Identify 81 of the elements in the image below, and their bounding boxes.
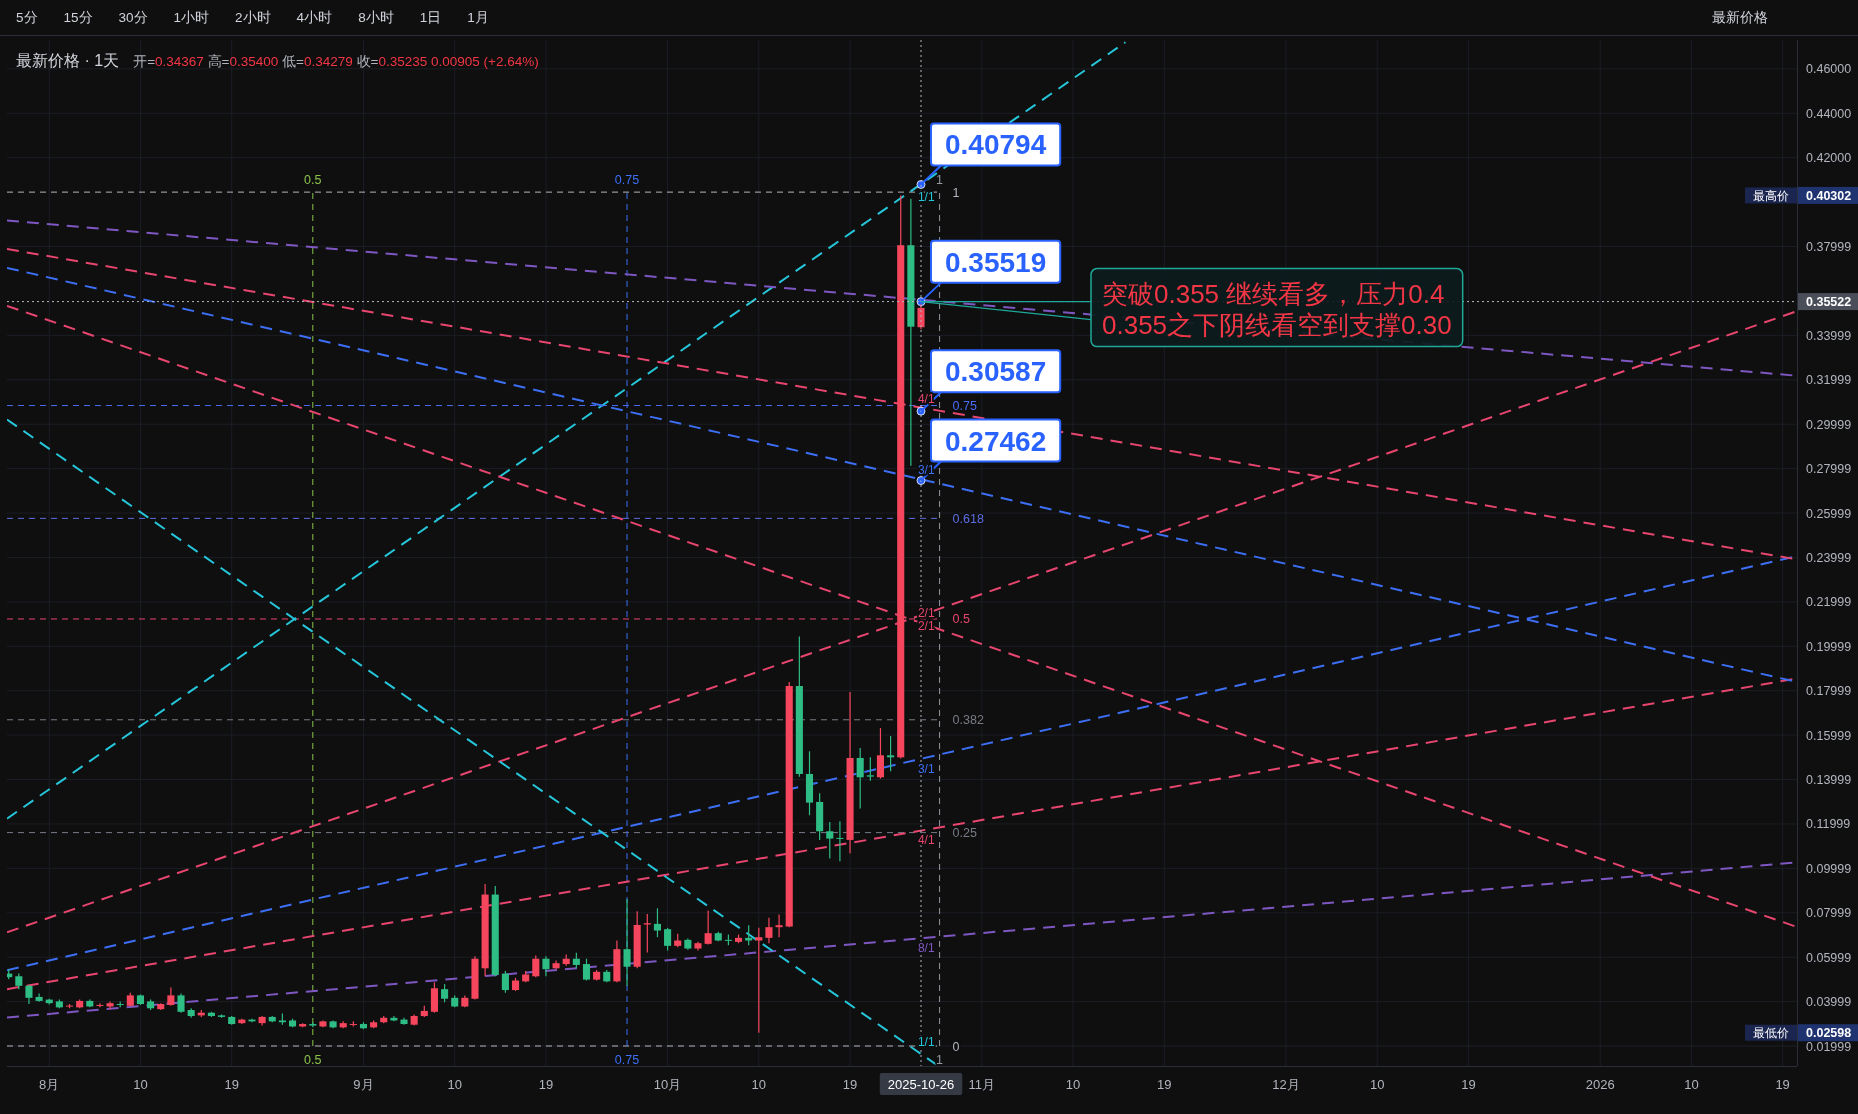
text: 1日	[419, 10, 442, 25]
series-label: 1/1	[917, 1035, 935, 1050]
series-label: 4/1	[917, 833, 935, 848]
data-label: 0.27462	[945, 425, 1047, 457]
y-tick-label: 0.37999	[1806, 240, 1852, 255]
data-label: 0.30587	[945, 356, 1047, 388]
text: 5分	[16, 10, 38, 25]
x-tick-label: 10	[1684, 1077, 1699, 1092]
text: 2小时	[235, 10, 271, 25]
text: 开=0.34367 高=0.35400 低=0.34279 收=0.35235 0.00905 (+2.64%)	[133, 54, 539, 69]
y-tick-label: 0.21999	[1806, 595, 1852, 610]
y-tick-label: 0.01999	[1806, 1039, 1852, 1054]
text: 0.75	[614, 1053, 640, 1068]
x-tick-label: 10	[1065, 1077, 1081, 1092]
series-label: 3/1	[917, 761, 935, 776]
text: 最高价 0.40302	[1753, 188, 1852, 203]
series-label: 1	[936, 173, 944, 188]
x-tick-label: 9月	[353, 1077, 374, 1092]
x-tick-label: 19	[1461, 1077, 1476, 1092]
x-tick-label: 12月	[1272, 1077, 1300, 1092]
ref-line-label: 2025-10-26	[887, 1077, 955, 1092]
text: 4小时	[296, 10, 333, 25]
text: 30分	[118, 10, 148, 25]
series-label: 2/1	[917, 618, 935, 633]
y-tick-label: 0.44000	[1806, 106, 1852, 121]
series-label: 0.75	[614, 173, 640, 188]
x-tick-label: 10月	[653, 1077, 682, 1092]
series-label: 1	[936, 1053, 944, 1068]
y-tick-label: 0.25999	[1806, 506, 1852, 521]
text: 最低价 0.02598	[1753, 1026, 1852, 1041]
annotation: 突破0.355 继续看多，压力0.4 0.355之下阴线看空到支撑0.30	[1102, 278, 1452, 340]
x-tick-label: 10	[751, 1077, 767, 1092]
x-tick-label: 2026	[1585, 1077, 1615, 1092]
x-tick-label: 19	[1157, 1077, 1172, 1092]
y-tick-label: 0.46000	[1806, 62, 1852, 77]
y-tick-label: 0.31999	[1806, 373, 1852, 388]
y-tick-label: 0.42000	[1806, 151, 1852, 166]
y-tick-label: 0.11999	[1806, 817, 1851, 832]
y-tick-label: 0.33999	[1806, 328, 1852, 343]
x-tick-label: 10	[447, 1077, 462, 1092]
series-label: 1/1	[917, 189, 935, 204]
y-tick-label: 0.29999	[1806, 417, 1852, 432]
series-label: 0.25	[952, 826, 977, 841]
y-tick-label: 0.15999	[1806, 728, 1852, 743]
y-tick-label: 0.17999	[1806, 684, 1852, 699]
text: 8小时	[358, 10, 394, 25]
y-tick-label: 0.19999	[1806, 639, 1852, 654]
x-tick-label: 8月	[39, 1077, 60, 1092]
series-label: 0	[952, 1039, 960, 1054]
series-label: 8/1	[917, 940, 935, 955]
y-tick-label: 0.23999	[1806, 550, 1852, 565]
text: 1小时	[173, 10, 210, 25]
x-tick-label: 19	[1775, 1077, 1790, 1092]
x-tick-label: 19	[224, 1077, 239, 1092]
y-tick-label: 0.09999	[1806, 861, 1852, 876]
y-tick-label: 0.05999	[1806, 950, 1852, 965]
y-tick-label: 0.13999	[1806, 773, 1852, 788]
text: 最新价格	[1712, 10, 1768, 25]
text: 最新价格 · 1天	[16, 52, 120, 69]
y-tick-label: 0.07999	[1806, 906, 1852, 921]
y-tick-label: 0.03999	[1806, 995, 1852, 1010]
text: 1月	[467, 10, 489, 25]
text: 15分	[63, 10, 93, 25]
data-label: 0.35519	[945, 246, 1047, 278]
data-label: 0.40794	[945, 129, 1047, 161]
x-tick-label: 19	[842, 1077, 858, 1092]
series-label: 4/1	[917, 391, 935, 406]
text: 1	[952, 185, 960, 200]
series-label: 0.5	[304, 173, 322, 188]
series-label: 2/1	[917, 606, 935, 621]
x-tick-label: 11月	[968, 1077, 996, 1092]
series-label: 0.382	[952, 713, 984, 728]
series-label: 0.75	[952, 399, 977, 414]
y-tick-label: 0.27999	[1806, 462, 1852, 477]
x-tick-label: 10	[1369, 1077, 1385, 1092]
series-label: 0.5	[952, 612, 971, 627]
series-label: 0.618	[952, 511, 984, 526]
x-tick-label: 19	[538, 1077, 554, 1092]
ref-line-label: 0.35522	[1806, 295, 1852, 310]
text: 0.5	[304, 1053, 322, 1068]
x-tick-label: 10	[133, 1077, 148, 1092]
